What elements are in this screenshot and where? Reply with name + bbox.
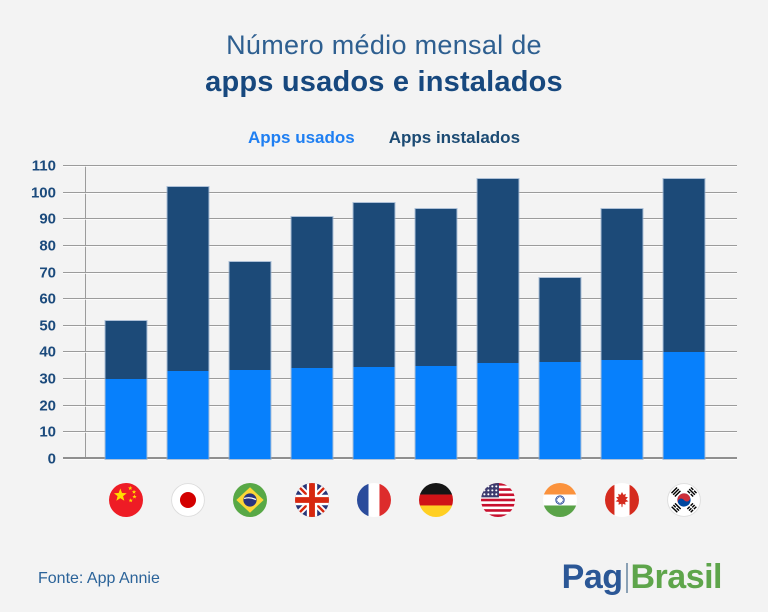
bar-segment-installed — [415, 208, 457, 366]
bar-uk — [291, 216, 333, 459]
bar-slot-canada — [591, 166, 653, 459]
y-tick-label-30: 30 — [39, 370, 56, 388]
bar-segment-installed — [229, 261, 271, 370]
logo-pag-text: Pag — [561, 558, 623, 596]
bar-segment-used — [415, 365, 457, 459]
bars-container — [95, 166, 715, 459]
bar-south-korea — [663, 179, 705, 459]
bar-china — [105, 320, 147, 459]
y-tick-label-70: 70 — [39, 264, 56, 282]
y-tick-label-60: 60 — [39, 290, 56, 308]
bar-segment-installed — [601, 208, 643, 361]
y-tick-label-20: 20 — [39, 397, 56, 415]
bar-india — [539, 277, 581, 459]
bar-segment-installed — [167, 187, 209, 372]
source-caption: Fonte: App Annie — [38, 570, 160, 587]
bar-slot-japan — [157, 166, 219, 459]
flag-canada-icon — [591, 483, 653, 517]
bar-slot-germany — [405, 166, 467, 459]
gridline-30 — [63, 378, 737, 380]
y-tick-label-90: 90 — [39, 210, 56, 228]
y-axis-labels: 0 10 20 30 40 50 60 70 80 90 100 110 — [0, 159, 56, 467]
bar-usa — [477, 179, 519, 459]
bar-germany — [415, 208, 457, 459]
gridline-110 — [63, 165, 737, 166]
bar-segment-used — [477, 363, 519, 459]
bar-segment-installed — [539, 277, 581, 362]
chart-title-line1: Número médio mensal de — [226, 30, 542, 60]
flag-china-icon — [95, 483, 157, 517]
bar-slot-france — [343, 166, 405, 459]
bar-segment-used — [601, 360, 643, 459]
flag-uk-icon — [281, 483, 343, 517]
bar-segment-used — [291, 368, 333, 459]
bar-segment-installed — [663, 179, 705, 353]
gridline-80 — [63, 244, 737, 246]
bar-segment-installed — [477, 179, 519, 364]
bar-segment-used — [229, 369, 271, 459]
gridline-90 — [63, 218, 737, 220]
bar-segment-installed — [105, 320, 147, 380]
bar-segment-used — [167, 371, 209, 459]
bar-slot-brazil — [219, 166, 281, 459]
flag-brazil-icon — [219, 483, 281, 517]
bar-slot-china — [95, 166, 157, 459]
bar-segment-installed — [353, 203, 395, 368]
logo-separator — [625, 562, 628, 593]
flag-france-icon — [343, 483, 405, 517]
y-tick-label-50: 50 — [39, 317, 56, 335]
legend-apps-installed: Apps instalados — [388, 128, 521, 147]
bar-slot-india — [529, 166, 591, 459]
bar-segment-used — [539, 361, 581, 459]
bar-france — [353, 203, 395, 459]
bar-japan — [167, 187, 209, 459]
flag-india-icon — [529, 483, 591, 517]
pagbrasil-logo: Pag Brasil — [561, 558, 723, 597]
chart-title-line2: apps usados e instalados — [205, 66, 563, 98]
y-tick-label-0: 0 — [47, 450, 56, 468]
gridline-0 — [63, 457, 737, 459]
chart-legend: Apps usados Apps instalados — [0, 128, 768, 148]
gridline-50 — [63, 324, 737, 326]
bar-segment-used — [663, 352, 705, 459]
gridline-70 — [63, 271, 737, 273]
y-tick-label-80: 80 — [39, 237, 56, 255]
bar-segment-installed — [291, 216, 333, 369]
gridline-100 — [63, 191, 737, 193]
legend-apps-used: Apps usados — [247, 128, 355, 147]
flag-usa-icon — [467, 483, 529, 517]
y-tick-label-100: 100 — [30, 184, 56, 202]
bar-slot-uk — [281, 166, 343, 459]
flag-germany-icon — [405, 483, 467, 517]
bar-segment-used — [105, 379, 147, 459]
y-tick-label-110: 110 — [31, 157, 56, 175]
y-tick-label-10: 10 — [39, 423, 56, 441]
bar-slot-south-korea — [653, 166, 715, 459]
flag-south-korea-icon — [653, 483, 715, 517]
bar-segment-used — [353, 367, 395, 459]
chart-title: Número médio mensal de apps usados e ins… — [0, 30, 768, 99]
gridline-40 — [63, 351, 737, 353]
y-axis-line — [85, 166, 86, 459]
gridline-60 — [63, 298, 737, 300]
logo-brasil-text: Brasil — [630, 558, 723, 596]
plot-area — [63, 165, 737, 459]
bar-slot-usa — [467, 166, 529, 459]
bar-brazil — [229, 261, 271, 459]
flag-japan-icon — [157, 483, 219, 517]
gridline-10 — [63, 431, 737, 433]
gridline-20 — [63, 404, 737, 406]
flags-row — [95, 483, 715, 517]
bar-canada — [601, 208, 643, 459]
y-tick-label-40: 40 — [39, 343, 56, 361]
